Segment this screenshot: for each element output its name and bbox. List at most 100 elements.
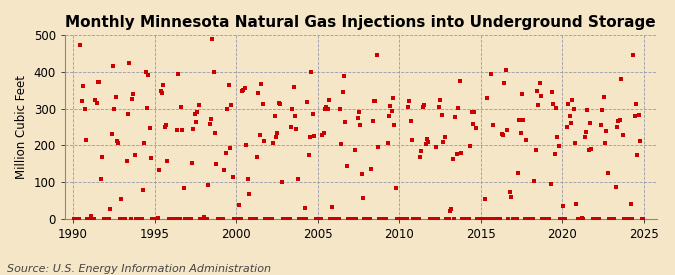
Point bbox=[554, 144, 564, 148]
Point bbox=[400, 216, 410, 221]
Point bbox=[253, 91, 264, 95]
Point bbox=[516, 92, 527, 96]
Point bbox=[427, 216, 438, 221]
Point bbox=[332, 216, 343, 221]
Point bbox=[148, 216, 159, 221]
Point bbox=[383, 114, 394, 119]
Point bbox=[307, 112, 318, 116]
Point bbox=[194, 216, 205, 221]
Point bbox=[379, 216, 390, 221]
Point bbox=[583, 148, 594, 153]
Point bbox=[215, 216, 226, 221]
Point bbox=[303, 153, 314, 157]
Point bbox=[280, 216, 291, 221]
Point bbox=[544, 216, 555, 221]
Point bbox=[189, 111, 200, 116]
Point bbox=[234, 202, 245, 207]
Point bbox=[363, 216, 374, 221]
Point bbox=[430, 216, 441, 221]
Point bbox=[558, 204, 568, 209]
Point bbox=[408, 216, 418, 221]
Point bbox=[130, 153, 140, 158]
Point bbox=[140, 70, 151, 74]
Point bbox=[74, 216, 84, 221]
Point bbox=[323, 107, 333, 111]
Point bbox=[543, 216, 554, 221]
Point bbox=[512, 171, 523, 175]
Point bbox=[458, 216, 469, 221]
Point bbox=[559, 216, 570, 221]
Point bbox=[122, 159, 132, 164]
Point bbox=[476, 216, 487, 221]
Point bbox=[178, 186, 189, 190]
Point bbox=[147, 216, 158, 221]
Point bbox=[549, 152, 560, 156]
Point bbox=[443, 216, 454, 221]
Point bbox=[352, 115, 363, 120]
Point bbox=[222, 107, 233, 111]
Point bbox=[269, 114, 280, 119]
Point bbox=[123, 112, 134, 116]
Point bbox=[628, 52, 639, 57]
Point bbox=[335, 107, 346, 111]
Point bbox=[108, 64, 119, 68]
Point bbox=[190, 119, 201, 124]
Text: Source: U.S. Energy Information Administration: Source: U.S. Energy Information Administ… bbox=[7, 264, 271, 274]
Point bbox=[310, 216, 321, 221]
Point bbox=[508, 216, 519, 221]
Point bbox=[506, 195, 516, 200]
Point bbox=[382, 141, 393, 145]
Point bbox=[230, 216, 241, 221]
Point bbox=[442, 216, 453, 221]
Point bbox=[499, 81, 510, 85]
Point bbox=[601, 129, 612, 134]
Point bbox=[117, 216, 128, 221]
Point bbox=[488, 123, 499, 127]
Point bbox=[244, 192, 254, 196]
Point bbox=[166, 216, 177, 221]
Point bbox=[450, 115, 461, 120]
Point bbox=[139, 141, 150, 145]
Point bbox=[439, 134, 450, 139]
Point bbox=[351, 216, 362, 221]
Point bbox=[547, 90, 558, 94]
Point bbox=[200, 216, 211, 221]
Title: Monthly Minnesota Natural Gas Injections into Underground Storage: Monthly Minnesota Natural Gas Injections… bbox=[65, 15, 656, 30]
Point bbox=[393, 216, 404, 221]
Point bbox=[429, 216, 439, 221]
Point bbox=[412, 216, 423, 221]
Point bbox=[378, 216, 389, 221]
Point bbox=[593, 216, 603, 221]
Point bbox=[574, 216, 585, 221]
Point bbox=[524, 216, 535, 221]
Point bbox=[315, 216, 326, 221]
Point bbox=[226, 103, 237, 108]
Point bbox=[90, 98, 101, 103]
Point bbox=[632, 153, 643, 157]
Point bbox=[111, 95, 122, 99]
Point bbox=[523, 216, 534, 221]
Point bbox=[492, 216, 503, 221]
Point bbox=[287, 107, 298, 111]
Point bbox=[347, 216, 358, 221]
Point bbox=[221, 151, 232, 156]
Point bbox=[386, 108, 397, 113]
Point bbox=[79, 107, 90, 111]
Point bbox=[364, 216, 375, 221]
Point bbox=[324, 98, 335, 102]
Point bbox=[551, 106, 562, 110]
Point bbox=[529, 179, 539, 184]
Point bbox=[555, 216, 566, 221]
Point bbox=[625, 202, 636, 206]
Point bbox=[294, 216, 304, 221]
Point bbox=[410, 216, 421, 221]
Point bbox=[591, 216, 602, 221]
Point bbox=[339, 73, 350, 78]
Point bbox=[344, 216, 355, 221]
Point bbox=[560, 216, 571, 221]
Point bbox=[268, 141, 279, 145]
Point bbox=[101, 216, 111, 221]
Point bbox=[98, 216, 109, 221]
Point bbox=[84, 216, 95, 221]
Point bbox=[421, 137, 432, 141]
